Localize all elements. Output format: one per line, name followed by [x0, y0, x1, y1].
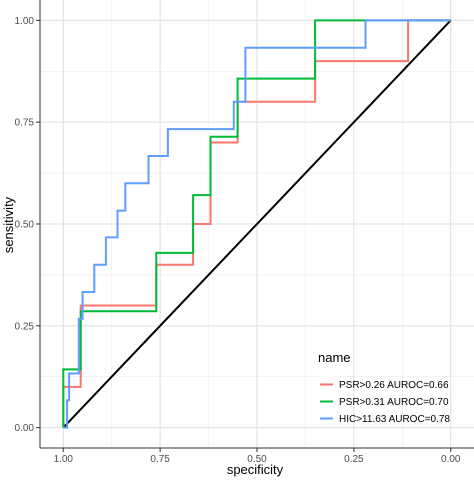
x-tick-label: 0.00 — [441, 454, 461, 465]
series-layer — [62, 19, 451, 429]
legend: name PSR>0.26 AUROC=0.66 PSR>0.31 AUROC=0… — [318, 350, 450, 427]
x-tick-label: 0.50 — [247, 454, 267, 465]
y-tick-label: 0.00 — [15, 423, 35, 434]
y-tick-label: 0.25 — [15, 321, 35, 332]
legend-key-3 — [318, 410, 335, 427]
y-tick-label: 1.00 — [15, 16, 35, 27]
legend-item-label: PSR>0.31 AUROC=0.70 — [339, 397, 449, 408]
legend-item-label: HIC>11.63 AUROC=0.78 — [339, 414, 450, 425]
roc-curve-3 — [63, 19, 451, 429]
y-ticks: 0.00 0.25 0.50 0.75 1.00 — [15, 16, 40, 434]
legend-key-2 — [318, 393, 335, 410]
roc-curve-2 — [62, 19, 451, 428]
y-tick-label: 0.50 — [15, 220, 35, 231]
x-tick-label: 1.00 — [54, 454, 74, 465]
y-tick-label: 0.75 — [15, 118, 35, 129]
x-axis-label: specificity — [227, 462, 284, 477]
reference-diagonal — [62, 19, 452, 429]
reference-line — [62, 19, 452, 429]
x-ticks: 1.00 0.75 0.50 0.25 0.00 — [54, 448, 461, 465]
legend-key-1 — [318, 376, 335, 393]
x-tick-label: 0.25 — [344, 454, 364, 465]
y-axis-label: sensitivity — [1, 196, 16, 253]
x-tick-label: 0.75 — [150, 454, 170, 465]
legend-title: name — [318, 350, 351, 365]
legend-item-label: PSR>0.26 AUROC=0.66 — [339, 380, 449, 391]
